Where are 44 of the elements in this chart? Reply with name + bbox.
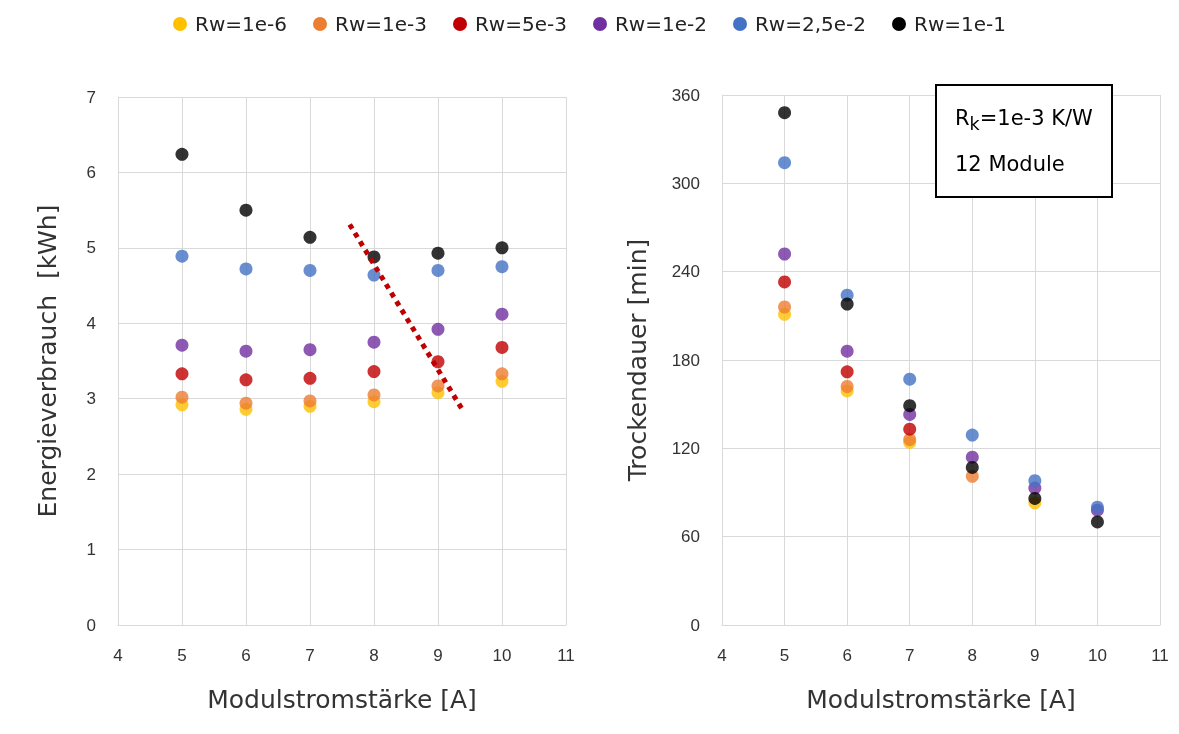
y-axis-title: Trockendauer [min] [623, 238, 652, 483]
note-box: R$_{k}$=1e-3 K/W 12 Module [935, 84, 1113, 199]
y-tick-label: 5 [86, 238, 96, 258]
y-tick-label: 6 [86, 162, 96, 182]
legend-label: Rw=1e-1 [914, 12, 1006, 36]
x-tick-label: 11 [1151, 646, 1169, 665]
y-tick-label: 60 [681, 527, 700, 547]
x-tick-label: 6 [241, 646, 251, 665]
x-tick-label: 10 [1087, 646, 1107, 665]
legend-label: Rw=1e-6 [195, 12, 287, 36]
legend-label: Rw=2,5e-2 [754, 12, 867, 36]
x-tick-label: 8 [967, 646, 978, 665]
y-tick-label: 300 [671, 173, 700, 193]
y-tick-label: 7 [86, 87, 96, 107]
x-tick-label: 11 [557, 646, 575, 665]
y-tick-label: 1 [86, 540, 96, 560]
x-tick-label: 7 [305, 646, 315, 665]
x-axis-title: Modulstromstärke [A] [806, 685, 1076, 714]
y-tick-label: 240 [671, 262, 700, 282]
x-tick-label: 4 [717, 646, 727, 665]
x-tick-label: 7 [904, 646, 915, 665]
y-tick-label: 2 [86, 464, 96, 484]
x-tick-label: 6 [842, 646, 852, 665]
y-tick-label: 4 [86, 313, 96, 333]
y-tick-label: 180 [671, 350, 700, 370]
x-tick-label: 4 [113, 646, 123, 665]
y-tick-label: 3 [86, 389, 96, 409]
x-tick-label: 5 [177, 646, 187, 665]
y-tick-label: 0 [690, 615, 700, 635]
x-tick-label: 5 [779, 646, 790, 665]
x-tick-label: 9 [1030, 646, 1040, 665]
annotation: 12 Module [955, 151, 1066, 179]
legend-label: Rw=1e-3 [334, 12, 427, 36]
legend-label: Rw=1e-2 [614, 12, 707, 36]
y-tick-label: 0 [86, 615, 96, 635]
x-tick-label: 8 [369, 646, 379, 665]
y-axis-title: Energieverbrauch [kWh] [33, 204, 62, 518]
x-tick-label: 9 [433, 646, 443, 665]
y-tick-label: 120 [671, 438, 700, 458]
x-axis-title: Modulstromstärke [A] [207, 685, 477, 714]
legend-label: Rw=5e-3 [474, 12, 567, 36]
annotation: R$_{k}$=1e-3 K/W [955, 105, 1093, 137]
y-tick-label: 360 [671, 85, 700, 105]
x-tick-label: 10 [492, 646, 512, 665]
